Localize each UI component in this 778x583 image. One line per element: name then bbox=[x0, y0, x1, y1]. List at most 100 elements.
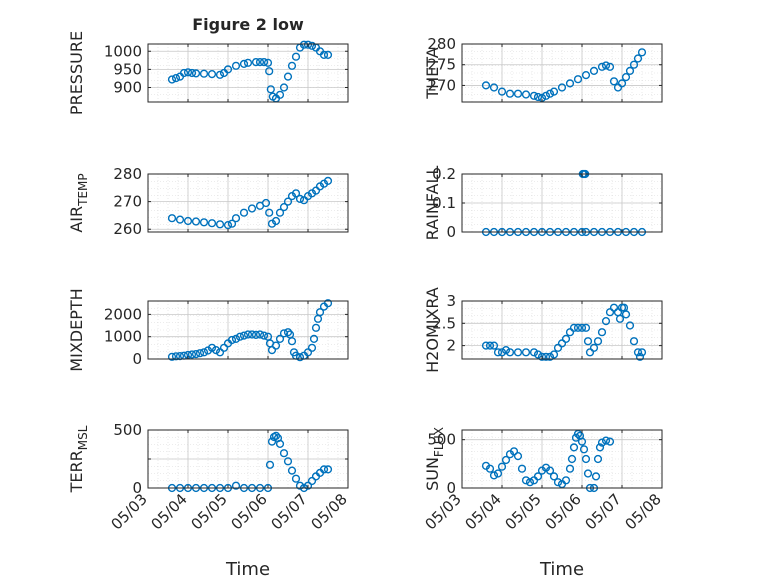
data-point bbox=[275, 90, 285, 99]
data-point bbox=[485, 341, 495, 350]
data-point bbox=[223, 221, 233, 230]
x-axis-label: Time bbox=[539, 559, 584, 580]
data-point bbox=[569, 323, 579, 332]
data-point bbox=[567, 454, 577, 464]
data-point bbox=[629, 337, 639, 346]
data-point bbox=[207, 69, 217, 79]
y-axis-label: RAINFALL bbox=[423, 166, 442, 241]
data-point bbox=[191, 69, 201, 78]
data-point bbox=[309, 334, 319, 344]
data-point bbox=[565, 464, 575, 473]
data-point bbox=[533, 350, 543, 359]
data-point bbox=[295, 353, 305, 362]
data-point bbox=[609, 77, 619, 86]
data-point bbox=[617, 79, 627, 88]
data-point bbox=[255, 330, 265, 339]
data-point bbox=[279, 449, 289, 458]
y-tick-label: 1000 bbox=[104, 42, 142, 60]
data-point bbox=[565, 328, 575, 337]
data-point bbox=[195, 349, 205, 358]
data-point bbox=[243, 58, 253, 67]
data-point bbox=[271, 341, 281, 350]
y-axis-label: MIXDEPTH bbox=[67, 288, 86, 371]
data-point bbox=[633, 54, 643, 63]
data-point bbox=[489, 341, 499, 350]
data-point bbox=[585, 348, 595, 357]
data-point bbox=[589, 66, 599, 76]
data-point bbox=[553, 343, 563, 352]
data-point bbox=[549, 472, 559, 481]
data-point bbox=[191, 350, 201, 359]
data-point bbox=[323, 176, 333, 186]
data-point bbox=[275, 439, 285, 449]
data-point bbox=[283, 328, 293, 337]
y-axis-label: THETA bbox=[423, 47, 442, 99]
data-point bbox=[231, 334, 241, 344]
data-point bbox=[521, 348, 531, 357]
data-point bbox=[541, 352, 551, 361]
data-point bbox=[545, 352, 555, 361]
data-point bbox=[267, 437, 277, 446]
data-point bbox=[251, 330, 261, 340]
y-axis-label: PRESSURE bbox=[67, 31, 86, 115]
y-tick-label: 270 bbox=[113, 193, 142, 211]
data-point bbox=[549, 87, 559, 96]
data-point bbox=[207, 343, 217, 352]
y-tick-label: 900 bbox=[113, 79, 142, 97]
data-point bbox=[287, 61, 297, 70]
data-point bbox=[601, 317, 611, 326]
data-point bbox=[601, 436, 611, 445]
x-axis-label: Time bbox=[225, 559, 270, 580]
y-tick-label: 500 bbox=[113, 421, 142, 439]
data-point bbox=[593, 337, 603, 346]
data-point bbox=[621, 72, 631, 82]
data-point bbox=[501, 455, 511, 465]
y-tick-label: 0 bbox=[446, 479, 456, 497]
data-point bbox=[573, 323, 583, 332]
data-point bbox=[207, 219, 217, 228]
data-point bbox=[255, 57, 265, 67]
data-point bbox=[583, 469, 593, 478]
data-point bbox=[545, 89, 555, 98]
data-point bbox=[637, 348, 647, 357]
data-point bbox=[323, 299, 333, 308]
data-point bbox=[283, 457, 293, 466]
data-point bbox=[239, 208, 249, 217]
data-point bbox=[481, 81, 491, 90]
data-point bbox=[497, 462, 507, 471]
y-tick-label: 950 bbox=[113, 60, 142, 78]
data-point bbox=[545, 466, 555, 475]
data-point bbox=[501, 346, 511, 355]
data-point bbox=[291, 52, 301, 61]
data-point bbox=[579, 445, 589, 454]
data-point bbox=[259, 57, 269, 67]
data-point bbox=[199, 69, 209, 78]
data-point bbox=[167, 352, 177, 361]
data-point bbox=[251, 57, 261, 67]
data-point bbox=[529, 348, 539, 357]
data-point bbox=[167, 214, 177, 223]
data-point bbox=[513, 452, 523, 461]
data-point bbox=[605, 437, 615, 446]
data-point bbox=[265, 208, 274, 217]
y-tick-label: 0.2 bbox=[432, 165, 456, 183]
data-point bbox=[261, 198, 271, 208]
data-point bbox=[259, 331, 269, 340]
y-tick-label: 270 bbox=[427, 76, 456, 94]
data-point bbox=[211, 346, 221, 355]
data-point bbox=[517, 464, 527, 473]
data-point bbox=[637, 48, 647, 57]
data-point bbox=[565, 79, 575, 88]
data-point bbox=[595, 443, 605, 452]
data-point bbox=[275, 208, 285, 217]
data-point bbox=[577, 437, 587, 446]
data-point bbox=[557, 339, 567, 348]
data-point bbox=[215, 220, 225, 229]
data-point bbox=[529, 91, 539, 100]
y-tick-label: 3 bbox=[446, 292, 456, 310]
data-point bbox=[581, 323, 591, 332]
data-point bbox=[497, 348, 507, 357]
